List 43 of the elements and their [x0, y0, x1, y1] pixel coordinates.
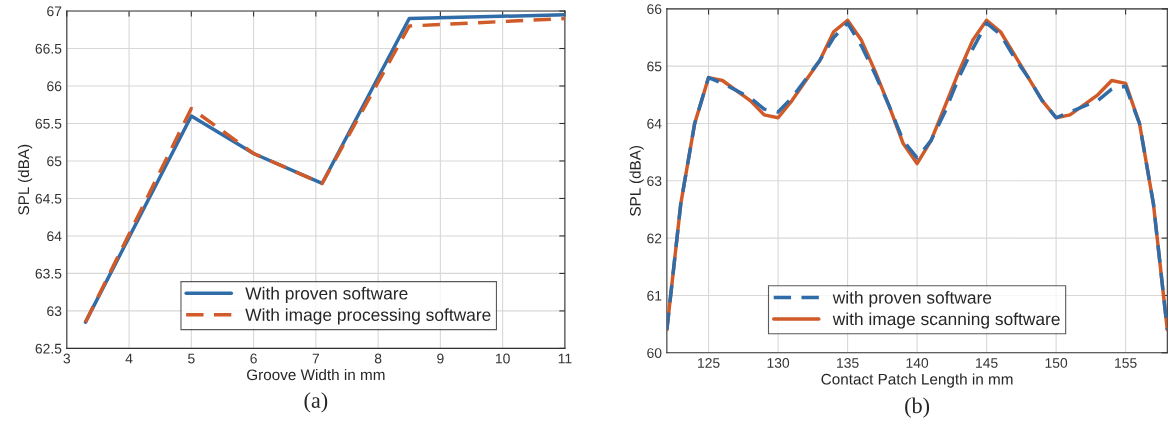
x-tick-label: 140	[906, 358, 929, 368]
x-tick-label: 6	[250, 353, 257, 364]
x-tick-label: 135	[837, 358, 859, 368]
y-tick-label: 62	[647, 233, 662, 244]
x-tick-label: 130	[767, 358, 790, 368]
y-tick-label: 64.5	[35, 193, 62, 204]
y-axis-title: SPL (dBA)	[17, 144, 33, 215]
x-tick-label: 8	[374, 353, 382, 364]
legend-label: With proven software	[245, 286, 408, 303]
y-tick-label: 66	[647, 4, 662, 14]
x-axis-title: Contact Patch Length in mm	[821, 373, 1013, 388]
y-tick-label: 65.5	[35, 118, 62, 129]
y-tick-label: 63	[47, 306, 62, 317]
y-tick-label: 67	[47, 6, 62, 17]
x-tick-label: 10	[495, 353, 510, 364]
x-tick-label: 7	[312, 353, 320, 364]
x-tick-label: 11	[558, 353, 572, 364]
x-tick-label: 125	[698, 358, 720, 368]
x-tick-label: 5	[188, 353, 195, 364]
text: (b)	[905, 397, 930, 418]
y-tick-label: 65	[47, 156, 62, 167]
legend-label: With image processing software	[245, 308, 491, 325]
x-tick-label: 150	[1045, 358, 1068, 368]
x-tick-label: 145	[976, 358, 998, 368]
x-axis-title: Groove Width in mm	[247, 368, 385, 381]
y-tick-label: 61	[647, 290, 662, 301]
legend-label: with proven software	[832, 291, 992, 308]
x-tick-label: 3	[63, 353, 71, 364]
x-tick-label: 4	[125, 353, 133, 364]
y-tick-label: 66.5	[35, 43, 62, 54]
y-axis-title: SPL (dBA)	[629, 145, 644, 216]
legend-label: with image scanning software	[832, 312, 1060, 329]
y-tick-label: 66	[47, 81, 62, 92]
y-tick-label: 62.5	[35, 343, 62, 354]
y-tick-label: 64	[647, 118, 662, 129]
y-tick-label: 63.5	[35, 268, 62, 279]
y-tick-label: 64	[47, 231, 62, 242]
text: (a)	[304, 392, 328, 413]
x-tick-label: 9	[437, 353, 444, 364]
y-tick-label: 63	[647, 176, 662, 186]
x-tick-label: 155	[1115, 358, 1137, 368]
y-tick-label: 60	[647, 348, 662, 358]
y-tick-label: 65	[647, 61, 662, 72]
